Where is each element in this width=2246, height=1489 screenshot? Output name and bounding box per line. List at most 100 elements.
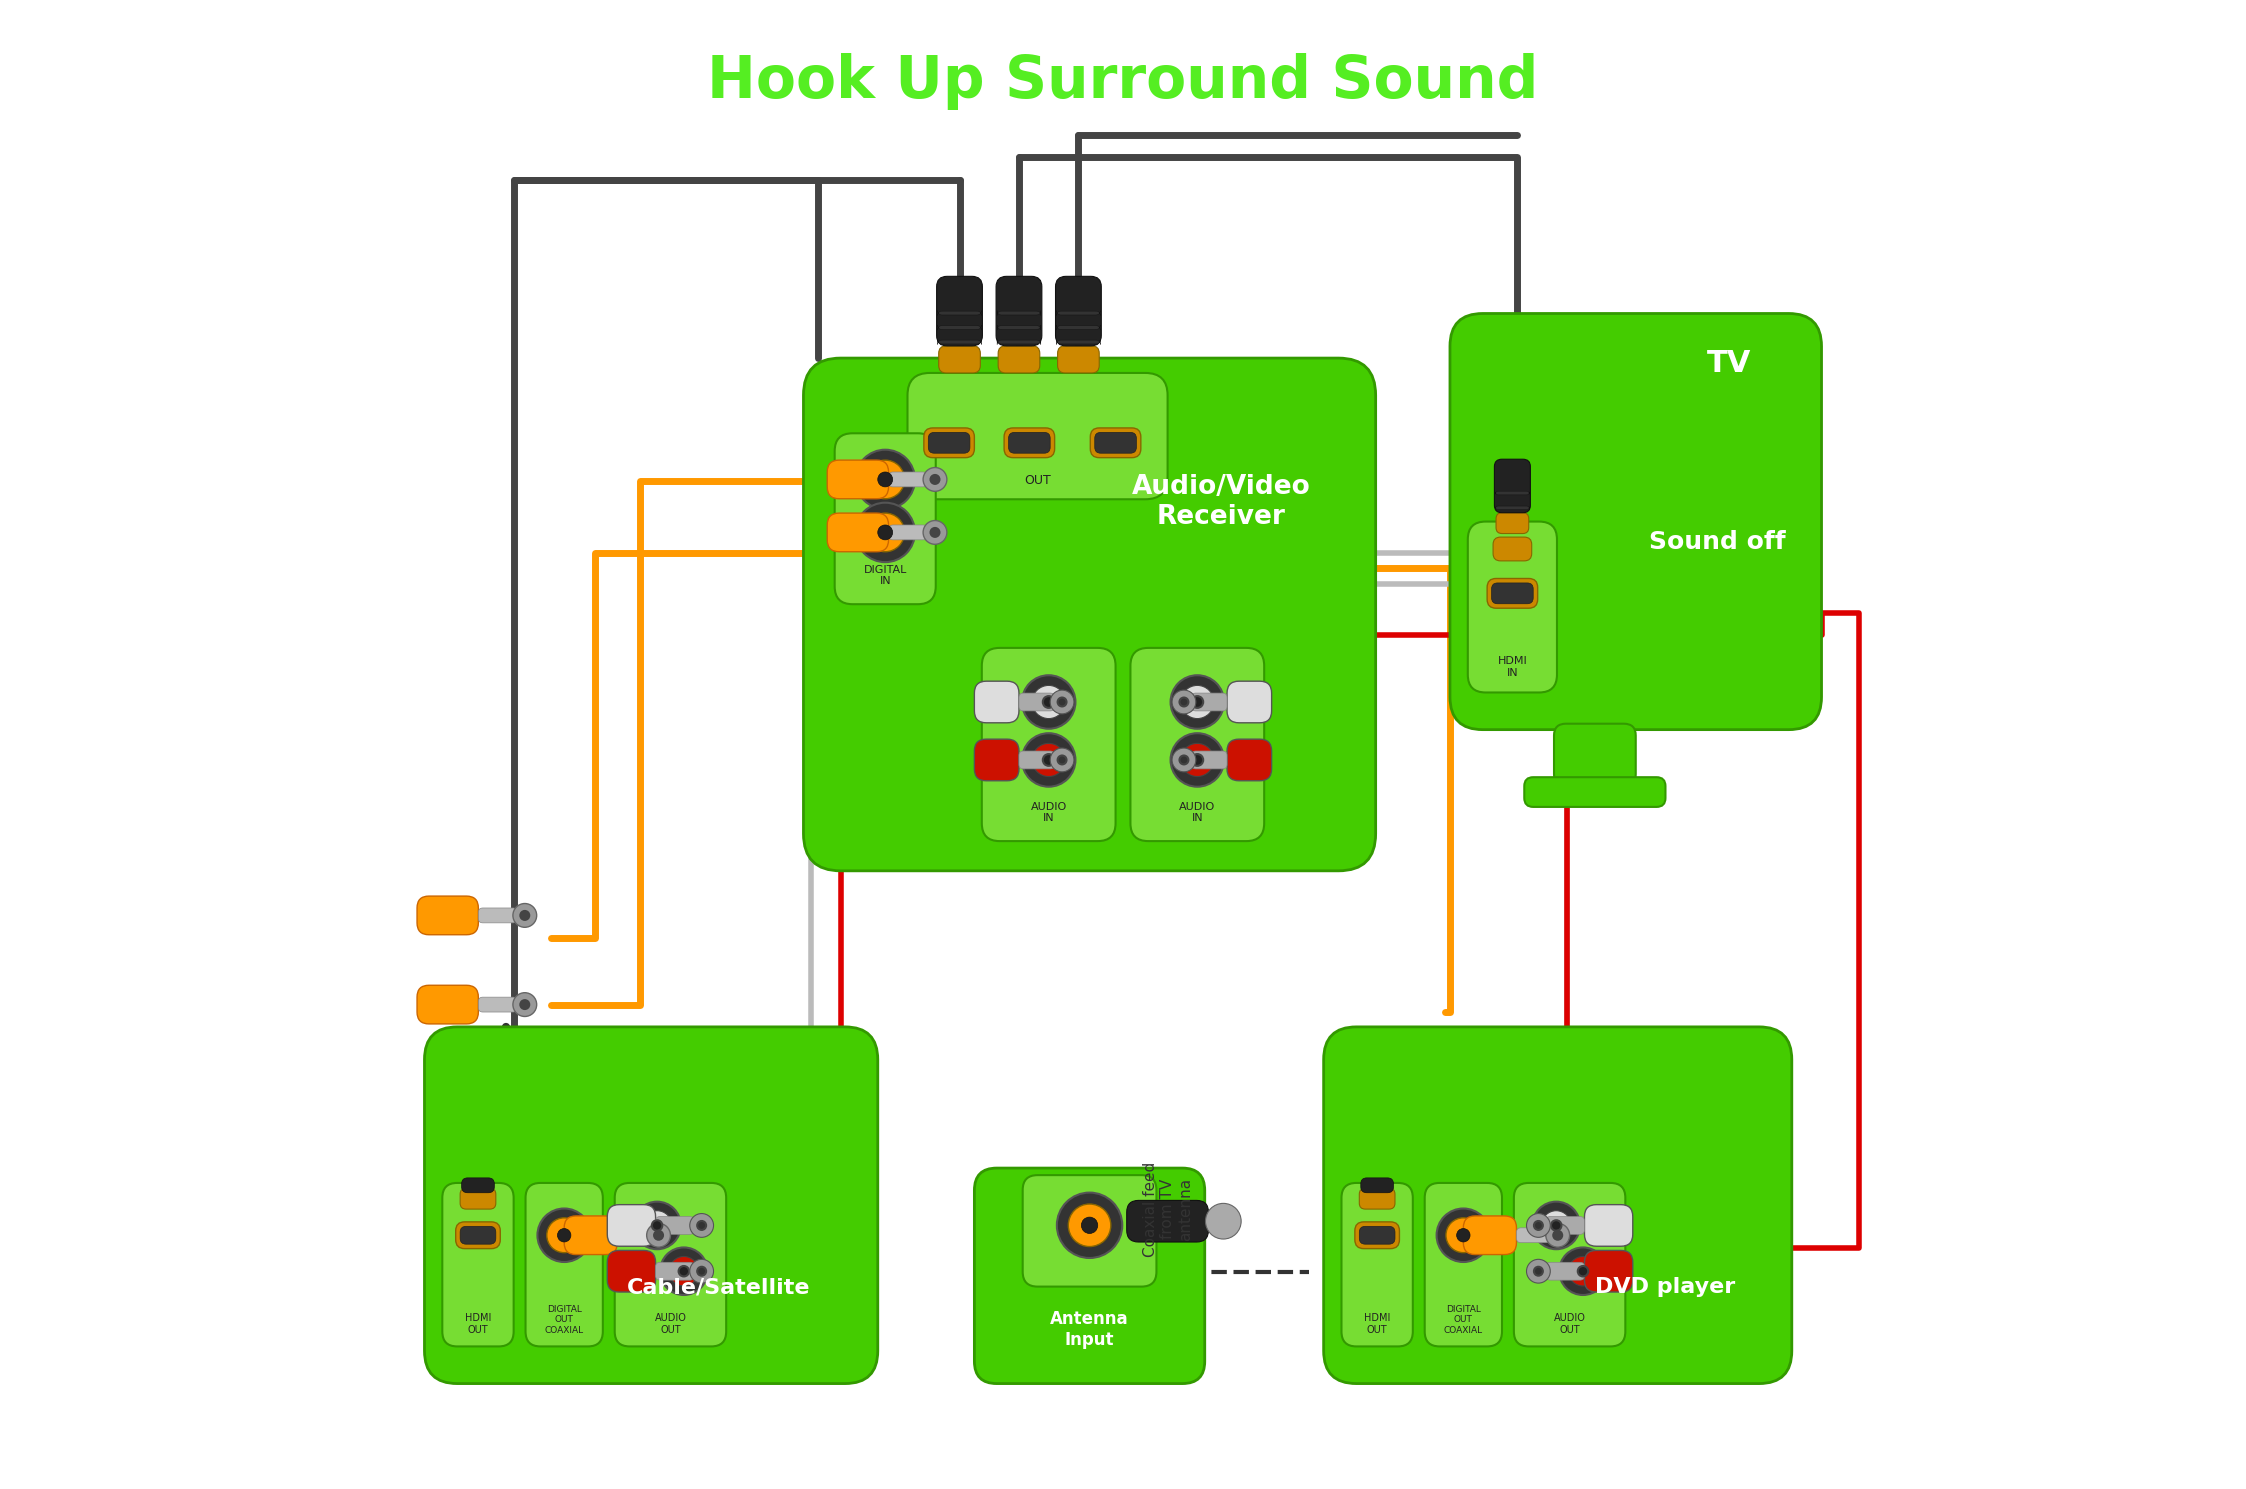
FancyBboxPatch shape xyxy=(1514,1182,1626,1346)
Circle shape xyxy=(1033,743,1065,777)
FancyBboxPatch shape xyxy=(836,433,937,605)
Circle shape xyxy=(1190,753,1204,765)
Circle shape xyxy=(1534,1221,1543,1230)
FancyBboxPatch shape xyxy=(975,680,1020,722)
Circle shape xyxy=(690,1260,714,1284)
Circle shape xyxy=(867,460,905,499)
FancyBboxPatch shape xyxy=(997,311,1040,316)
FancyBboxPatch shape xyxy=(995,277,1042,345)
FancyBboxPatch shape xyxy=(1487,579,1539,608)
FancyBboxPatch shape xyxy=(937,277,982,345)
Text: AUDIO
OUT: AUDIO OUT xyxy=(654,1313,687,1334)
Text: Antenna
Input: Antenna Input xyxy=(1051,1310,1130,1349)
FancyBboxPatch shape xyxy=(1554,724,1635,786)
FancyBboxPatch shape xyxy=(1516,1228,1550,1243)
Circle shape xyxy=(1058,755,1067,764)
FancyBboxPatch shape xyxy=(463,1178,494,1193)
FancyBboxPatch shape xyxy=(618,1228,651,1243)
Circle shape xyxy=(856,503,914,563)
Circle shape xyxy=(1190,697,1204,707)
FancyBboxPatch shape xyxy=(526,1182,602,1346)
Circle shape xyxy=(1051,747,1074,771)
Text: HDMI
OUT: HDMI OUT xyxy=(1363,1313,1390,1334)
Text: Audio/Video
Receiver: Audio/Video Receiver xyxy=(1132,474,1309,530)
Circle shape xyxy=(546,1218,582,1252)
Circle shape xyxy=(1172,747,1195,771)
FancyBboxPatch shape xyxy=(1424,1182,1503,1346)
Circle shape xyxy=(1545,1224,1570,1248)
Text: DIGITAL
OUT
COAXIAL: DIGITAL OUT COAXIAL xyxy=(1444,1304,1482,1334)
Circle shape xyxy=(878,526,892,541)
FancyBboxPatch shape xyxy=(1056,311,1101,316)
FancyBboxPatch shape xyxy=(1491,584,1534,603)
FancyBboxPatch shape xyxy=(937,339,982,344)
Circle shape xyxy=(696,1267,705,1276)
Circle shape xyxy=(1051,689,1074,713)
Circle shape xyxy=(647,1224,672,1248)
Circle shape xyxy=(1022,675,1076,728)
FancyBboxPatch shape xyxy=(1545,1263,1583,1281)
FancyBboxPatch shape xyxy=(1058,345,1098,372)
FancyBboxPatch shape xyxy=(460,1227,496,1245)
FancyBboxPatch shape xyxy=(1494,538,1532,561)
Circle shape xyxy=(521,911,530,920)
Circle shape xyxy=(1577,1266,1588,1276)
Circle shape xyxy=(923,521,948,545)
Circle shape xyxy=(1069,1205,1112,1246)
Text: HDMI
IN: HDMI IN xyxy=(1498,657,1527,677)
Circle shape xyxy=(1527,1260,1550,1284)
Circle shape xyxy=(1022,733,1076,786)
FancyBboxPatch shape xyxy=(606,1205,656,1246)
FancyBboxPatch shape xyxy=(1359,1188,1395,1209)
FancyBboxPatch shape xyxy=(1056,339,1101,344)
Circle shape xyxy=(1170,733,1224,786)
FancyBboxPatch shape xyxy=(1496,506,1530,509)
Circle shape xyxy=(1170,675,1224,728)
FancyBboxPatch shape xyxy=(1020,692,1056,710)
Circle shape xyxy=(930,475,939,484)
FancyBboxPatch shape xyxy=(564,1217,618,1255)
Text: TV: TV xyxy=(1707,348,1752,378)
Circle shape xyxy=(1206,1203,1242,1239)
Circle shape xyxy=(878,472,892,487)
FancyBboxPatch shape xyxy=(1089,427,1141,457)
Circle shape xyxy=(1559,1248,1606,1295)
Circle shape xyxy=(642,1211,672,1240)
Circle shape xyxy=(1458,1228,1471,1242)
FancyBboxPatch shape xyxy=(424,1027,878,1383)
Circle shape xyxy=(1033,685,1065,719)
FancyBboxPatch shape xyxy=(460,1188,496,1209)
Circle shape xyxy=(1552,1219,1561,1231)
Text: HDMI
OUT: HDMI OUT xyxy=(465,1313,492,1334)
Text: DVD player: DVD player xyxy=(1595,1278,1736,1297)
Circle shape xyxy=(660,1248,707,1295)
FancyBboxPatch shape xyxy=(1094,432,1136,453)
Circle shape xyxy=(537,1209,591,1263)
FancyBboxPatch shape xyxy=(937,325,982,331)
Text: AUDIO
IN: AUDIO IN xyxy=(1031,801,1067,823)
FancyBboxPatch shape xyxy=(827,514,889,552)
Circle shape xyxy=(690,1214,714,1237)
Circle shape xyxy=(633,1202,681,1249)
FancyBboxPatch shape xyxy=(1354,1222,1399,1249)
Text: DIGITAL
OUT
COAXIAL: DIGITAL OUT COAXIAL xyxy=(544,1304,584,1334)
Circle shape xyxy=(1179,697,1188,706)
Circle shape xyxy=(1181,743,1213,777)
FancyBboxPatch shape xyxy=(656,1217,694,1234)
Circle shape xyxy=(1058,697,1067,706)
FancyBboxPatch shape xyxy=(1525,777,1667,807)
Text: AUDIO
OUT: AUDIO OUT xyxy=(1554,1313,1586,1334)
Circle shape xyxy=(651,1219,663,1231)
Circle shape xyxy=(930,529,939,538)
Text: Sound off: Sound off xyxy=(1649,530,1786,554)
Circle shape xyxy=(1554,1231,1563,1240)
Circle shape xyxy=(1437,1209,1489,1263)
FancyBboxPatch shape xyxy=(928,432,970,453)
Circle shape xyxy=(696,1221,705,1230)
Circle shape xyxy=(1172,689,1195,713)
FancyBboxPatch shape xyxy=(939,345,979,372)
FancyBboxPatch shape xyxy=(1127,1200,1208,1242)
FancyBboxPatch shape xyxy=(1583,1251,1633,1292)
FancyBboxPatch shape xyxy=(1004,427,1056,457)
Circle shape xyxy=(856,450,914,509)
